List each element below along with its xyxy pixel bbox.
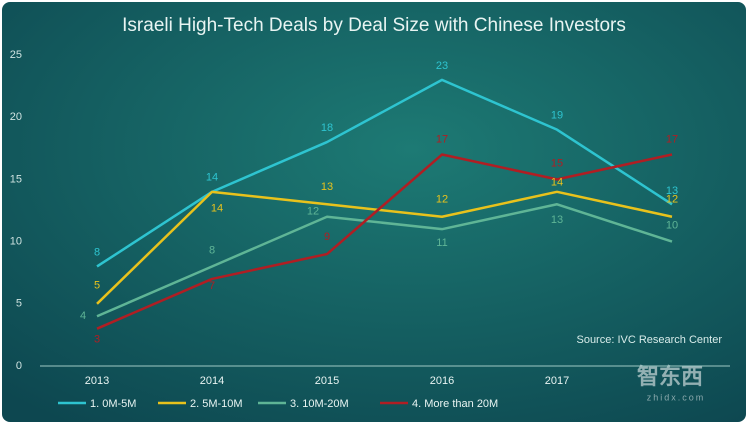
data-label: 8 [209,244,215,256]
data-label: 8 [94,246,100,258]
legend-label: 4. More than 20M [412,398,498,410]
data-label: 12 [307,206,319,218]
data-label: 12 [666,194,678,206]
data-label: 23 [436,60,448,72]
x-tick-label: 2015 [315,375,339,387]
data-label: 13 [321,181,333,193]
x-tick-label: 2014 [200,375,224,387]
watermark-logo: 智东西 [637,364,703,389]
x-tick-label: 2016 [430,375,454,387]
legend-label: 1. 0M-5M [90,398,136,410]
y-tick-label: 0 [16,360,22,372]
data-label: 19 [551,110,563,122]
series-line [96,190,673,305]
data-label: 9 [324,231,330,243]
data-label: 17 [436,133,448,145]
series-line [96,153,673,330]
data-label: 13 [551,214,563,226]
data-label: 3 [94,334,100,346]
series-line [96,78,673,268]
y-tick-label: 5 [16,298,22,310]
y-tick-label: 10 [10,236,22,248]
data-label: 10 [666,220,678,232]
data-label: 14 [206,172,218,184]
data-label: 18 [321,122,333,134]
data-label: 7 [209,280,215,292]
data-label: 15 [551,157,563,169]
data-label: 14 [211,203,223,215]
x-tick-label: 2017 [545,375,569,387]
data-label: 11 [436,237,447,249]
watermark-site: zhidx.com [647,392,706,402]
data-label: 4 [80,310,86,322]
data-label: 13 [666,185,678,197]
data-label: 12 [436,194,448,206]
series-line [96,203,673,318]
chart-title: Israeli High-Tech Deals by Deal Size wit… [122,15,626,36]
y-tick-label: 15 [10,173,22,185]
legend-label: 3. 10M-20M [290,398,349,410]
x-tick-label: 2013 [85,375,109,387]
legend-label: 2. 5M-10M [190,398,243,410]
data-label: 14 [551,177,563,189]
y-tick-label: 25 [10,49,22,61]
y-tick-label: 20 [10,111,22,123]
data-label: 17 [666,133,678,145]
data-label: 5 [94,280,100,292]
source-note: Source: IVC Research Center [576,334,722,346]
